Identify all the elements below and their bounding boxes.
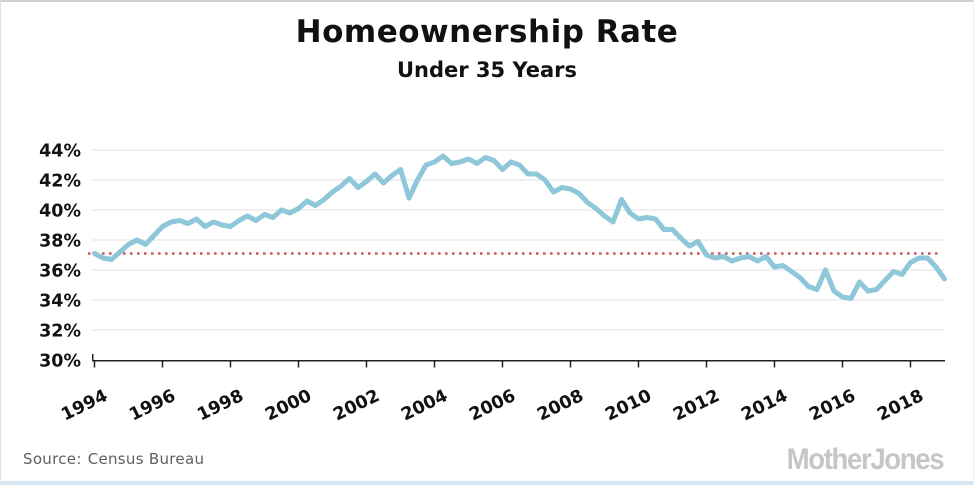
x-tick-label: 1998 (194, 386, 247, 425)
x-axis (92, 354, 945, 368)
x-tick-label: 2018 (874, 386, 927, 425)
x-tick-label: 2008 (534, 386, 587, 425)
source-label: Source: (23, 450, 82, 468)
chart-subtitle: Under 35 Years (396, 58, 578, 82)
y-tick-label: 30% (39, 352, 81, 372)
x-tick-label: 2002 (330, 386, 383, 425)
y-tick-label: 36% (39, 262, 81, 282)
y-tick-label: 44% (39, 142, 81, 162)
x-tick-label: 1996 (126, 386, 179, 425)
x-tick-label: 2014 (738, 386, 791, 425)
y-tick-label: 38% (39, 232, 81, 252)
y-tick-label: 34% (39, 292, 81, 312)
y-tick-label: 32% (39, 322, 81, 342)
x-tick-label: 2004 (398, 386, 451, 425)
y-tick-label: 40% (39, 202, 81, 222)
source-credit: Source: Census Bureau (23, 450, 204, 468)
bottom-accent-bar (1, 481, 973, 485)
y-tick-label: 42% (39, 172, 81, 192)
x-tick-label: 2016 (806, 386, 859, 425)
x-tick-label: 2006 (466, 386, 519, 425)
source-value: Census Bureau (87, 450, 205, 468)
x-tick-label: 2010 (602, 386, 655, 425)
x-tick-label: 2012 (670, 386, 723, 425)
chart-title: Homeownership Rate (295, 14, 679, 50)
x-tick-label: 2000 (262, 386, 315, 425)
x-axis-labels: 1994 1996 1998 2000 2002 2004 2006 2008 2010 2012… (58, 386, 927, 425)
data-line (92, 153, 947, 301)
y-axis-labels: 30% 32% 34% 36% 38% 40% 42% 44% (39, 142, 81, 372)
gridlines (92, 149, 945, 331)
x-tick-label: 1994 (58, 386, 111, 425)
motherjones-logo: MotherJones (786, 443, 944, 476)
